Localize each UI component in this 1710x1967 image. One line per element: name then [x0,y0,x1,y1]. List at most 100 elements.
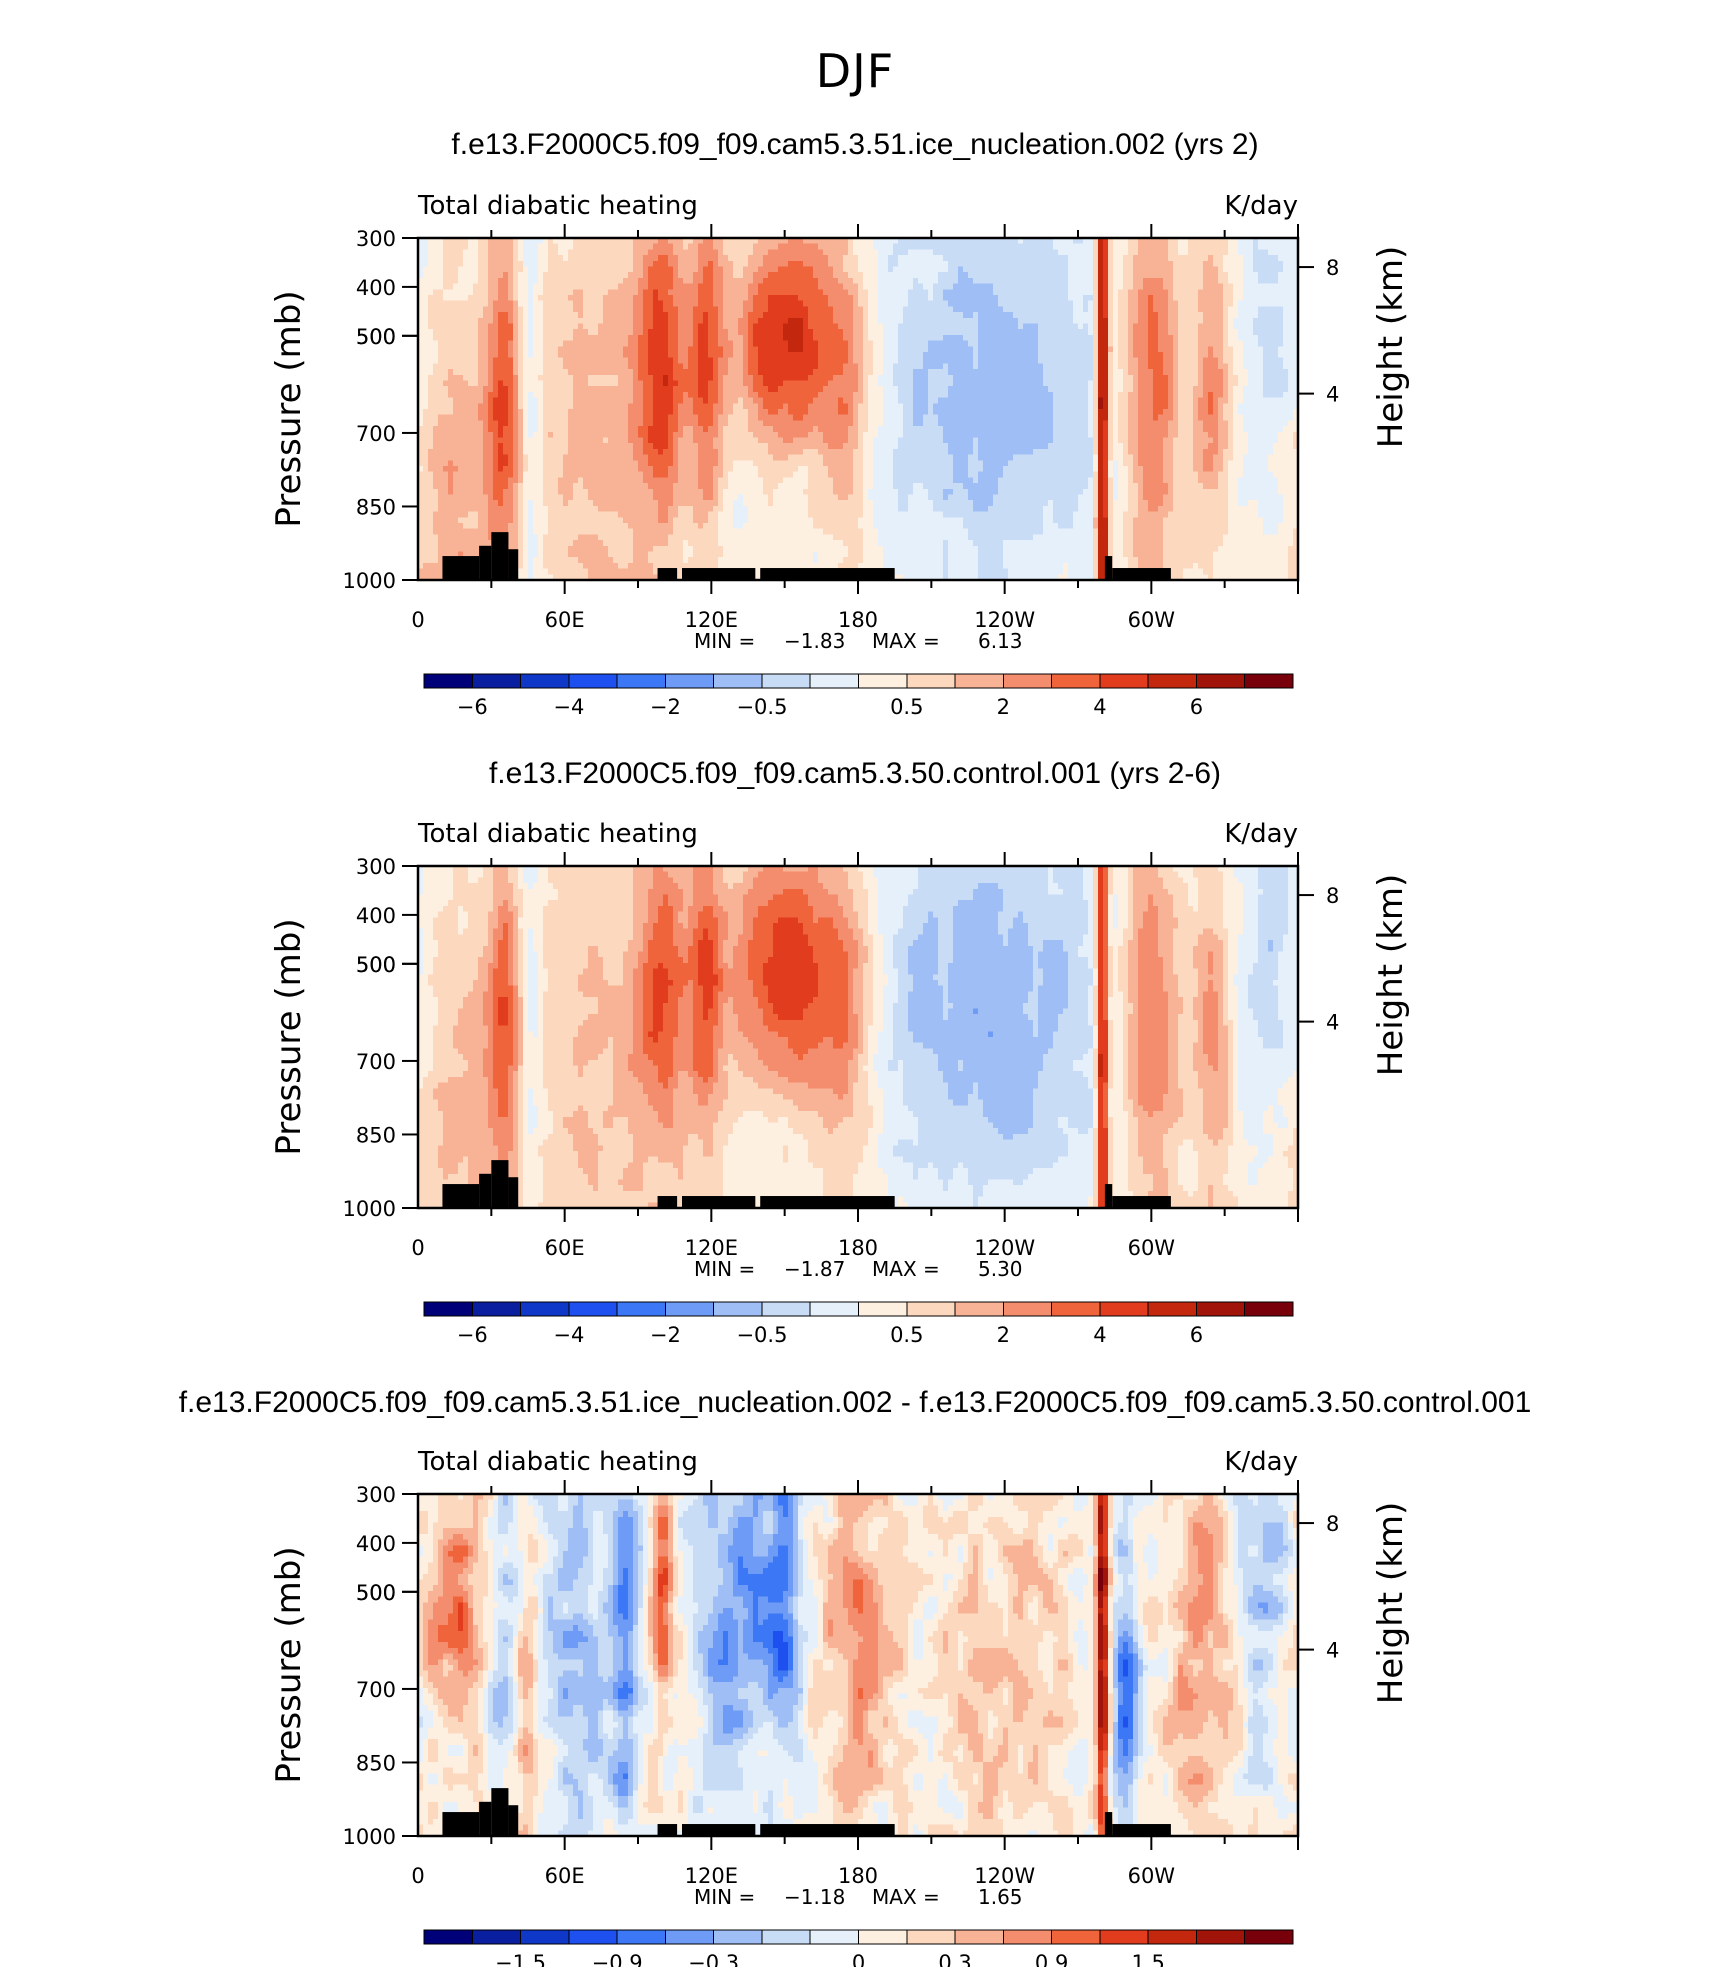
heatmap-cell [568,312,574,318]
heatmap-cell [928,289,934,295]
heatmap-cell [538,346,544,352]
heatmap-cell [1223,301,1229,307]
heatmap-cell [438,329,444,335]
heatmap-cell [1198,289,1204,295]
heatmap-cell [1233,381,1239,387]
heatmap-cell [1078,267,1084,273]
heatmap-cell [938,386,944,392]
heatmap-cell [528,278,534,284]
heatmap-cell [523,312,529,318]
heatmap-cell [1003,312,1009,318]
heatmap-cell [853,375,859,381]
heatmap-cell [493,244,499,250]
heatmap-cell [593,272,599,278]
heatmap-cell [1223,341,1229,347]
heatmap-cell [1063,335,1069,341]
heatmap-cell [663,249,669,255]
heatmap-cell [1153,261,1159,267]
heatmap-cell [813,261,819,267]
heatmap-cell [1218,363,1224,369]
heatmap-cell [768,346,774,352]
heatmap-cell [1198,358,1204,364]
heatmap-cell [508,358,514,364]
heatmap-cell [883,312,889,318]
heatmap-cell [1288,346,1294,352]
heatmap-cell [448,289,454,295]
heatmap-cell [458,244,464,250]
heatmap-cell [598,261,604,267]
heatmap-cell [1073,244,1079,250]
heatmap-cell [553,329,559,335]
heatmap-cell [873,267,879,273]
heatmap-cell [1253,272,1259,278]
heatmap-cell [683,301,689,307]
heatmap-cell [488,386,494,392]
heatmap-cell [708,341,714,347]
heatmap-cell [468,346,474,352]
heatmap-cell [678,289,684,295]
heatmap-cell [598,346,604,352]
heatmap-cell [773,381,779,387]
heatmap-cell [958,386,964,392]
heatmap-cell [568,341,574,347]
heatmap-cell [793,386,799,392]
heatmap-cell [648,335,654,341]
heatmap-cell [483,301,489,307]
heatmap-cell [843,312,849,318]
heatmap-cell [1143,392,1149,398]
heatmap-cell [1073,346,1079,352]
heatmap-cell [1098,341,1104,347]
heatmap-cell [848,375,854,381]
heatmap-cell [973,358,979,364]
heatmap-cell [1078,386,1084,392]
heatmap-cell [1038,249,1044,255]
heatmap-cell [448,352,454,358]
heatmap-cell [1068,267,1074,273]
heatmap-cell [1188,284,1194,290]
heatmap-cell [708,335,714,341]
heatmap-cell [548,312,554,318]
heatmap-cell [913,392,919,398]
heatmap-cell [433,381,439,387]
heatmap-cell [823,329,829,335]
heatmap-cell [1143,295,1149,301]
heatmap-cell [1098,324,1104,330]
heatmap-cell [763,312,769,318]
heatmap-cell [448,272,454,278]
heatmap-cell [1003,289,1009,295]
heatmap-cell [458,358,464,364]
heatmap-cell [578,318,584,324]
heatmap-cell [1248,375,1254,381]
heatmap-cell [1033,284,1039,290]
heatmap-cell [818,386,824,392]
heatmap-cell [1168,244,1174,250]
heatmap-cell [1288,318,1294,324]
heatmap-cell [798,381,804,387]
heatmap-cell [1248,255,1254,261]
heatmap-cell [843,375,849,381]
heatmap-cell [998,289,1004,295]
heatmap-cell [933,261,939,267]
heatmap-cell [1033,278,1039,284]
heatmap-cell [608,363,614,369]
heatmap-cell [863,363,869,369]
heatmap-cell [668,329,674,335]
heatmap-cell [913,386,919,392]
heatmap-cell [1208,381,1214,387]
heatmap-cell [1103,324,1109,330]
heatmap-cell [498,289,504,295]
heatmap-cell [1008,306,1014,312]
heatmap-cell [1193,267,1199,273]
heatmap-cell [1278,346,1284,352]
heatmap-cell [908,278,914,284]
heatmap-cell [428,306,434,312]
heatmap-cell [1203,267,1209,273]
heatmap-cell [573,398,579,404]
heatmap-cell [678,301,684,307]
heatmap-cell [833,306,839,312]
heatmap-cell [828,318,834,324]
heatmap-cell [1183,392,1189,398]
heatmap-cell [863,318,869,324]
heatmap-cell [903,341,909,347]
heatmap-cell [553,398,559,404]
